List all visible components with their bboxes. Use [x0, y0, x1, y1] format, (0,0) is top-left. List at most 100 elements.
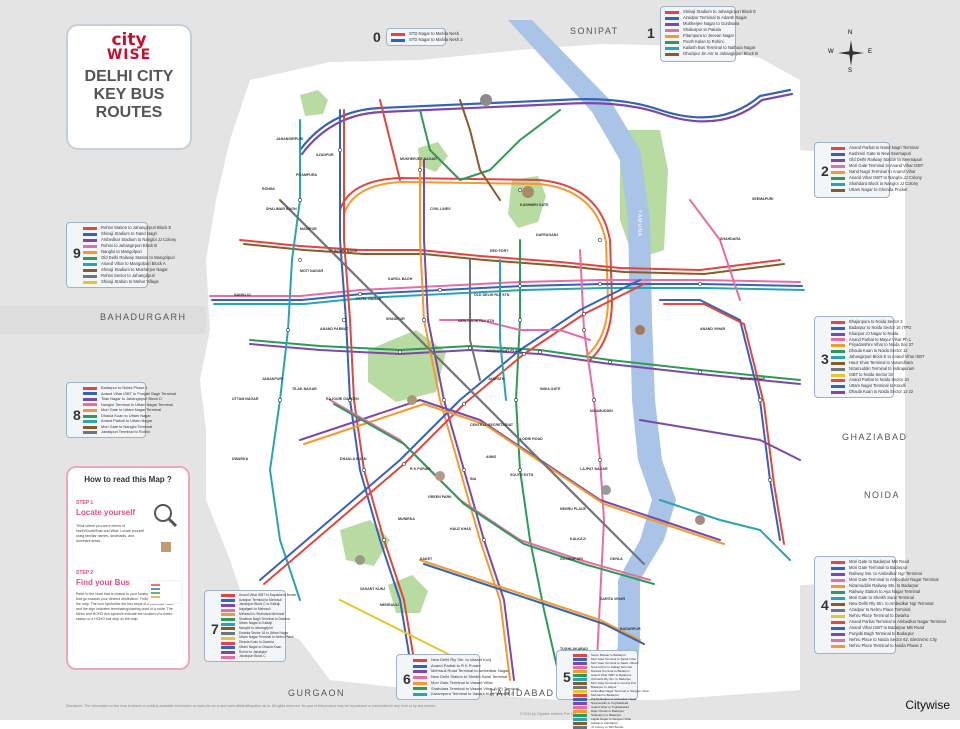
- legend-route-label: Nangloi to Mangolpuri: [101, 249, 142, 254]
- region-north: SONIPAT: [570, 26, 619, 36]
- legend-route-swatch: [573, 666, 587, 669]
- bus-stop-marker: [298, 258, 302, 262]
- route-north-2: [379, 99, 401, 181]
- region-south: FARIDABAD: [490, 688, 555, 698]
- route-south-3: [339, 599, 461, 661]
- route-legend-0: 0 STD Nagar to Mahila Nesh STD Nagar to Ma…: [373, 28, 463, 46]
- legend-route-swatch: [831, 633, 845, 636]
- route-we-4: [249, 339, 801, 381]
- legend-route-label: Najafgarh to Mehrauli: [239, 607, 271, 612]
- legend-route-swatch: [83, 269, 97, 272]
- legend-route-swatch: [831, 579, 845, 582]
- legend-route-swatch: [831, 361, 845, 365]
- legend-route-label: Nangloi to Jahangirpuri: [239, 626, 273, 630]
- place-label: CIVIL LINES: [430, 207, 451, 211]
- legend-route-label: Kailash Bus Terminal to Nathura Nagar: [683, 45, 756, 50]
- magnifier-icon: [154, 504, 178, 528]
- legend-route-label: Rajiv Chowk to Badarpur: [591, 709, 625, 713]
- legend-route-swatch: [221, 641, 235, 645]
- disclaimer: Disclaimer: The information on the map i…: [66, 704, 436, 708]
- legend-route-label: Karampura Terminal to Vasant Kunj Termin…: [431, 691, 514, 697]
- yamuna-river: [508, 20, 676, 700]
- place-label: RAJOURI GARDEN: [326, 397, 359, 401]
- landmark-icons: [355, 94, 705, 565]
- bus-stop-marker: [608, 360, 612, 364]
- legend-route-label: Shakurpur to Patiala: [683, 27, 721, 32]
- legend-route-label: Badarpur to Jaitpur: [591, 685, 617, 689]
- legend-route-label: Pul Pehladpur to Ambedkar Nagar: [591, 697, 637, 701]
- route-legend-2: 2 Anand Parbat to Nand Nagri Terminal Kash…: [814, 142, 923, 198]
- legend-route-label: Mori Gate Terminal to Sarita Vihar: [591, 657, 637, 661]
- compass-s: S: [848, 68, 853, 74]
- how-to-title: How to read this Map ?: [84, 475, 172, 484]
- legend-route-swatch: [391, 39, 405, 42]
- bus-stop-marker: [398, 350, 402, 354]
- route-south-1: [419, 559, 641, 641]
- bus-stop-marker: [358, 292, 362, 296]
- legend-route-label: Kashmiri Gate to New Seemapuri: [849, 151, 912, 156]
- legend-route-swatch: [83, 392, 97, 396]
- bus-stop-marker: [468, 346, 472, 350]
- place-label: AIIMS: [486, 455, 497, 459]
- bus-stop-marker: [518, 284, 522, 288]
- legend-route-label: Dhaula Kuan to Dwarka: [239, 640, 274, 645]
- legend-route-label: JJ Colony to Tikri Border: [591, 725, 624, 729]
- legend-route-label: Dwarka Terminal to Badarpur: [591, 669, 630, 673]
- legend-route-label: Pitampura to Jeevan Nagar: [683, 33, 734, 38]
- bus-stop-marker: [278, 398, 282, 402]
- legend-route-swatch: [83, 233, 97, 236]
- compass-n: N: [848, 30, 853, 36]
- place-label: R K PURAM: [410, 467, 430, 471]
- legend-route-swatch: [831, 159, 845, 162]
- route-sample-icon: [148, 580, 182, 604]
- step2-text: Refer to the chart that is closest to yo…: [76, 592, 177, 621]
- landmark-temple-icon: [435, 471, 445, 481]
- route-we-7: [243, 243, 785, 275]
- legend-route-label: Mori Gate Terminal to Vasant Vihar: [431, 679, 493, 685]
- legend-route-swatch: [573, 702, 587, 705]
- river-label-2: YAMUNA: [628, 450, 634, 477]
- route-north-3: [459, 99, 501, 201]
- place-label: MEHRAULI: [380, 603, 399, 607]
- map-title: DELHI CITY KEY BUS ROUTES: [68, 68, 190, 122]
- route-ring-inner: [339, 177, 613, 361]
- route-central-1: [439, 319, 591, 341]
- legend-route-label: Mori Gate Terminal to Badarpur: [849, 565, 908, 570]
- place-label: SAKET: [420, 557, 433, 561]
- how-to-read-panel: How to read this Map ? STEP 1 Locate you…: [66, 466, 190, 670]
- bus-stop-marker: [348, 398, 352, 402]
- route-legend-6: 6 New Delhi Rly Stn. to Vasant Kunj Anand …: [396, 654, 519, 700]
- place-label: MOTI NAGAR: [300, 269, 324, 273]
- legend-number: 2: [821, 163, 829, 179]
- legend-route-swatch: [83, 403, 97, 407]
- route-east-3: [639, 419, 801, 461]
- legend-route-label: Badarpur to Noida Sector 16 ITPO: [849, 324, 912, 330]
- legend-route-swatch: [573, 690, 587, 693]
- bus-stop-marker: [518, 318, 522, 322]
- legend-route-swatch: [831, 621, 845, 624]
- legend-route-swatch: [221, 617, 235, 621]
- legend-route-swatch: [573, 670, 587, 673]
- legend-route-swatch: [413, 681, 427, 685]
- legend-route-label: Uttam Nagar to Ghonda Pocket: [849, 187, 908, 192]
- legend-route-label: Janakpuri Block C: [239, 654, 266, 659]
- legend-route-swatch: [831, 603, 845, 606]
- bus-stop-marker: [598, 282, 602, 286]
- bus-stop-marker: [418, 168, 422, 172]
- logo-city: city: [111, 30, 147, 50]
- stop-markers: [278, 148, 772, 542]
- bus-stop-marker: [518, 468, 522, 472]
- legend-route-swatch: [221, 636, 235, 640]
- legend-route-swatch: [221, 599, 235, 603]
- legend-route-label: Azadpur Terminal to Adarsh Nagar: [683, 15, 747, 20]
- legend-route-label: Nehru Place Terminal to Dwarka: [849, 613, 909, 618]
- legend-route-label: Mehrauli to Shahdara Mehrauli: [239, 611, 285, 616]
- legend-route-swatch: [221, 655, 235, 659]
- legend-route-swatch: [831, 183, 845, 186]
- place-label: DWARKA: [232, 457, 249, 461]
- legend-route-label: Shivaji Station to Mehar Village: [101, 279, 159, 284]
- landmark-akshardham-icon: [695, 515, 705, 525]
- region-south-west: GURGAON: [288, 688, 346, 698]
- route-ns-2: [343, 109, 415, 661]
- title-card: city WISE DELHI CITY KEY BUS ROUTES: [66, 24, 192, 150]
